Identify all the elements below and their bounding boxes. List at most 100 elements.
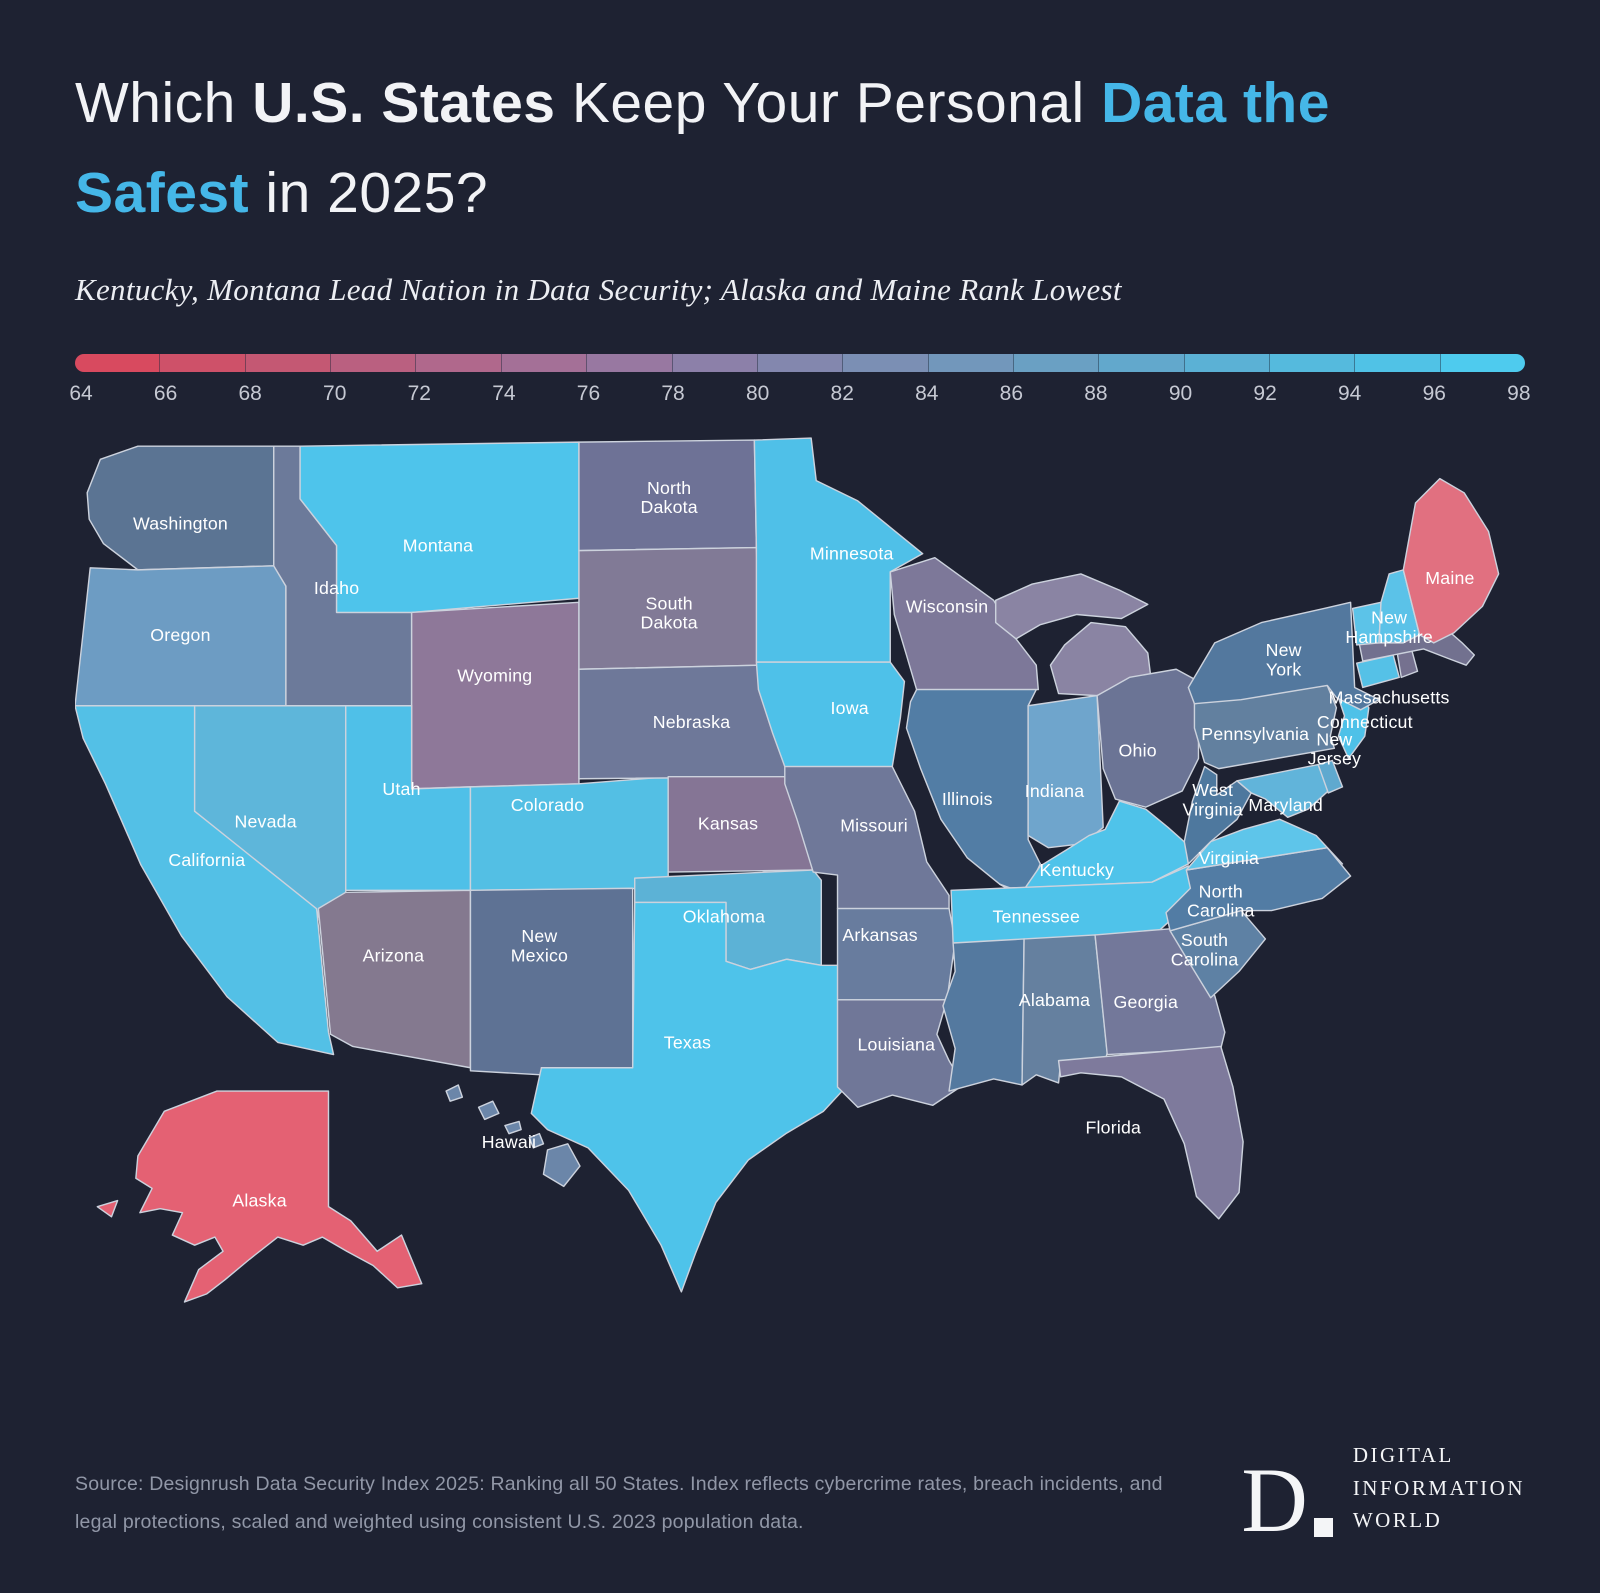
legend-tick-label: 90 xyxy=(1168,382,1193,406)
state-label-hawaii: Hawaii xyxy=(482,1132,536,1152)
state-label-connecticut: Connecticut xyxy=(1317,712,1413,732)
page-title: Which U.S. States Keep Your Personal Dat… xyxy=(75,58,1495,238)
state-label-west-virginia: West Virginia xyxy=(1182,780,1242,819)
state-ohio xyxy=(1096,668,1200,808)
state-delaware xyxy=(1317,759,1344,794)
state-texas xyxy=(530,901,851,1293)
state-shape-hawaii xyxy=(477,1100,500,1121)
legend-color-segment xyxy=(1269,354,1355,373)
state-arkansas xyxy=(836,907,956,1001)
state-shape-delaware xyxy=(1317,759,1344,794)
legend-tick-label: 66 xyxy=(153,382,178,406)
state-shape-louisiana xyxy=(836,999,964,1109)
legend-tick-label: 72 xyxy=(407,382,431,406)
legend-color-segment xyxy=(1012,354,1099,373)
us-choropleth-map: Washington Oregon California Nevada Idaho Mon… xyxy=(75,437,1500,1303)
state-shape-wisconsin xyxy=(889,557,1039,691)
page-subtitle: Kentucky, Montana Lead Nation in Data Se… xyxy=(75,272,1122,308)
state-label-new-hampshire: New Hampshire xyxy=(1345,608,1433,647)
legend-tick-label: 92 xyxy=(1253,382,1277,406)
state-shape-hawaii xyxy=(542,1143,581,1188)
state-shape-alaska xyxy=(135,1090,423,1303)
legend-tick-label: 88 xyxy=(1084,382,1108,406)
state-label-illinois: Illinois xyxy=(942,789,993,809)
state-label-florida: Florida xyxy=(1086,1118,1142,1138)
state-label-nevada: Nevada xyxy=(234,812,296,832)
state-label-alaska: Alaska xyxy=(232,1191,286,1211)
state-label-nebraska: Nebraska xyxy=(653,712,731,732)
map-container: Washington Oregon California Nevada Idaho Mon… xyxy=(75,434,1525,1331)
state-label-arizona: Arizona xyxy=(363,945,425,965)
title-segment: Keep Your Personal xyxy=(555,71,1102,135)
logo-wordmark: DIGITAL INFORMATION WORLD xyxy=(1352,1443,1525,1533)
legend-color-segment xyxy=(500,354,587,373)
legend-color-segment xyxy=(586,354,672,373)
state-colorado xyxy=(469,776,669,892)
legend-tick-label: 96 xyxy=(1422,382,1446,406)
legend-color-segment xyxy=(1183,354,1270,373)
legend-tick-label: 86 xyxy=(999,382,1024,406)
state-wisconsin xyxy=(889,557,1039,691)
legend-tick-label: 98 xyxy=(1507,382,1531,406)
state-label-georgia: Georgia xyxy=(1114,992,1179,1012)
state-label-california: California xyxy=(168,850,245,870)
state-label-wyoming: Wyoming xyxy=(457,666,532,686)
state-label-louisiana: Louisiana xyxy=(857,1035,935,1055)
title-accent-segment: Data the Safest xyxy=(75,71,1330,226)
state-shape-pennsylvania xyxy=(1193,684,1338,770)
legend-tick-label: 82 xyxy=(830,382,854,406)
state-shape-alaska xyxy=(96,1199,119,1218)
publisher-logo: D DIGITAL INFORMATION WORLD xyxy=(1241,1439,1525,1546)
state-shape-new-york xyxy=(1187,601,1380,711)
logo-d-icon: D xyxy=(1241,1454,1333,1546)
state-shape-ohio xyxy=(1096,668,1200,808)
state-label-arkansas: Arkansas xyxy=(842,925,918,945)
state-label-maine: Maine xyxy=(1425,568,1474,588)
state-label-pennsylvania: Pennsylvania xyxy=(1201,724,1309,744)
legend-color-segment xyxy=(927,354,1013,373)
state-label-maryland: Maryland xyxy=(1248,795,1323,815)
state-label-new-jersey: New Jersey xyxy=(1308,729,1361,768)
state-label-north-dakota: North Dakota xyxy=(640,478,697,517)
state-shape-indiana xyxy=(1027,694,1104,849)
state-shape-colorado xyxy=(469,776,669,892)
state-shape-north-carolina xyxy=(1165,847,1352,932)
legend-tick-label: 70 xyxy=(323,382,347,406)
legend-tick-label: 80 xyxy=(745,382,770,406)
state-virginia xyxy=(1185,818,1344,871)
legend-tick-label: 94 xyxy=(1337,382,1362,406)
state-label-washington: Washington xyxy=(133,513,228,533)
state-label-utah: Utah xyxy=(382,779,420,799)
state-washington xyxy=(86,445,275,571)
state-label-massachusetts: Massachusetts xyxy=(1329,688,1450,708)
footer: Source: Designrush Data Security Index 2… xyxy=(75,1439,1525,1546)
state-pennsylvania xyxy=(1193,684,1338,770)
legend-color-segment xyxy=(1098,354,1184,373)
state-michigan xyxy=(994,573,1153,697)
state-louisiana xyxy=(836,999,964,1109)
source-note: Source: Designrush Data Security Index 2… xyxy=(75,1472,1163,1533)
legend-color-segment xyxy=(159,354,245,373)
legend-tick-label: 74 xyxy=(492,382,516,406)
state-north-carolina xyxy=(1165,847,1352,932)
state-minnesota xyxy=(753,437,924,663)
color-scale-legend: 64 66 68 70 72 74 76 78 80 82 84 86 88 90 92 94 96 98 xyxy=(69,354,1531,406)
legend-color-segment xyxy=(1439,354,1526,373)
state-label-kansas: Kansas xyxy=(698,814,758,834)
state-label-tennessee: Tennessee xyxy=(992,907,1080,927)
state-shape-arkansas xyxy=(836,907,956,1001)
state-label-texas: Texas xyxy=(664,1033,711,1053)
state-label-south-dakota: South Dakota xyxy=(640,594,697,633)
state-mississippi xyxy=(942,938,1025,1092)
state-label-new-york: New York xyxy=(1266,640,1302,679)
state-maine xyxy=(1402,477,1500,644)
state-label-kentucky: Kentucky xyxy=(1040,860,1115,880)
state-label-missouri: Missouri xyxy=(840,816,908,836)
legend-color-segment xyxy=(75,354,160,373)
state-label-idaho: Idaho xyxy=(314,578,359,598)
legend-color-segment xyxy=(842,354,928,373)
legend-tick-label: 84 xyxy=(915,382,939,406)
legend-tick-label: 78 xyxy=(661,382,685,406)
state-label-alabama: Alabama xyxy=(1019,990,1090,1010)
